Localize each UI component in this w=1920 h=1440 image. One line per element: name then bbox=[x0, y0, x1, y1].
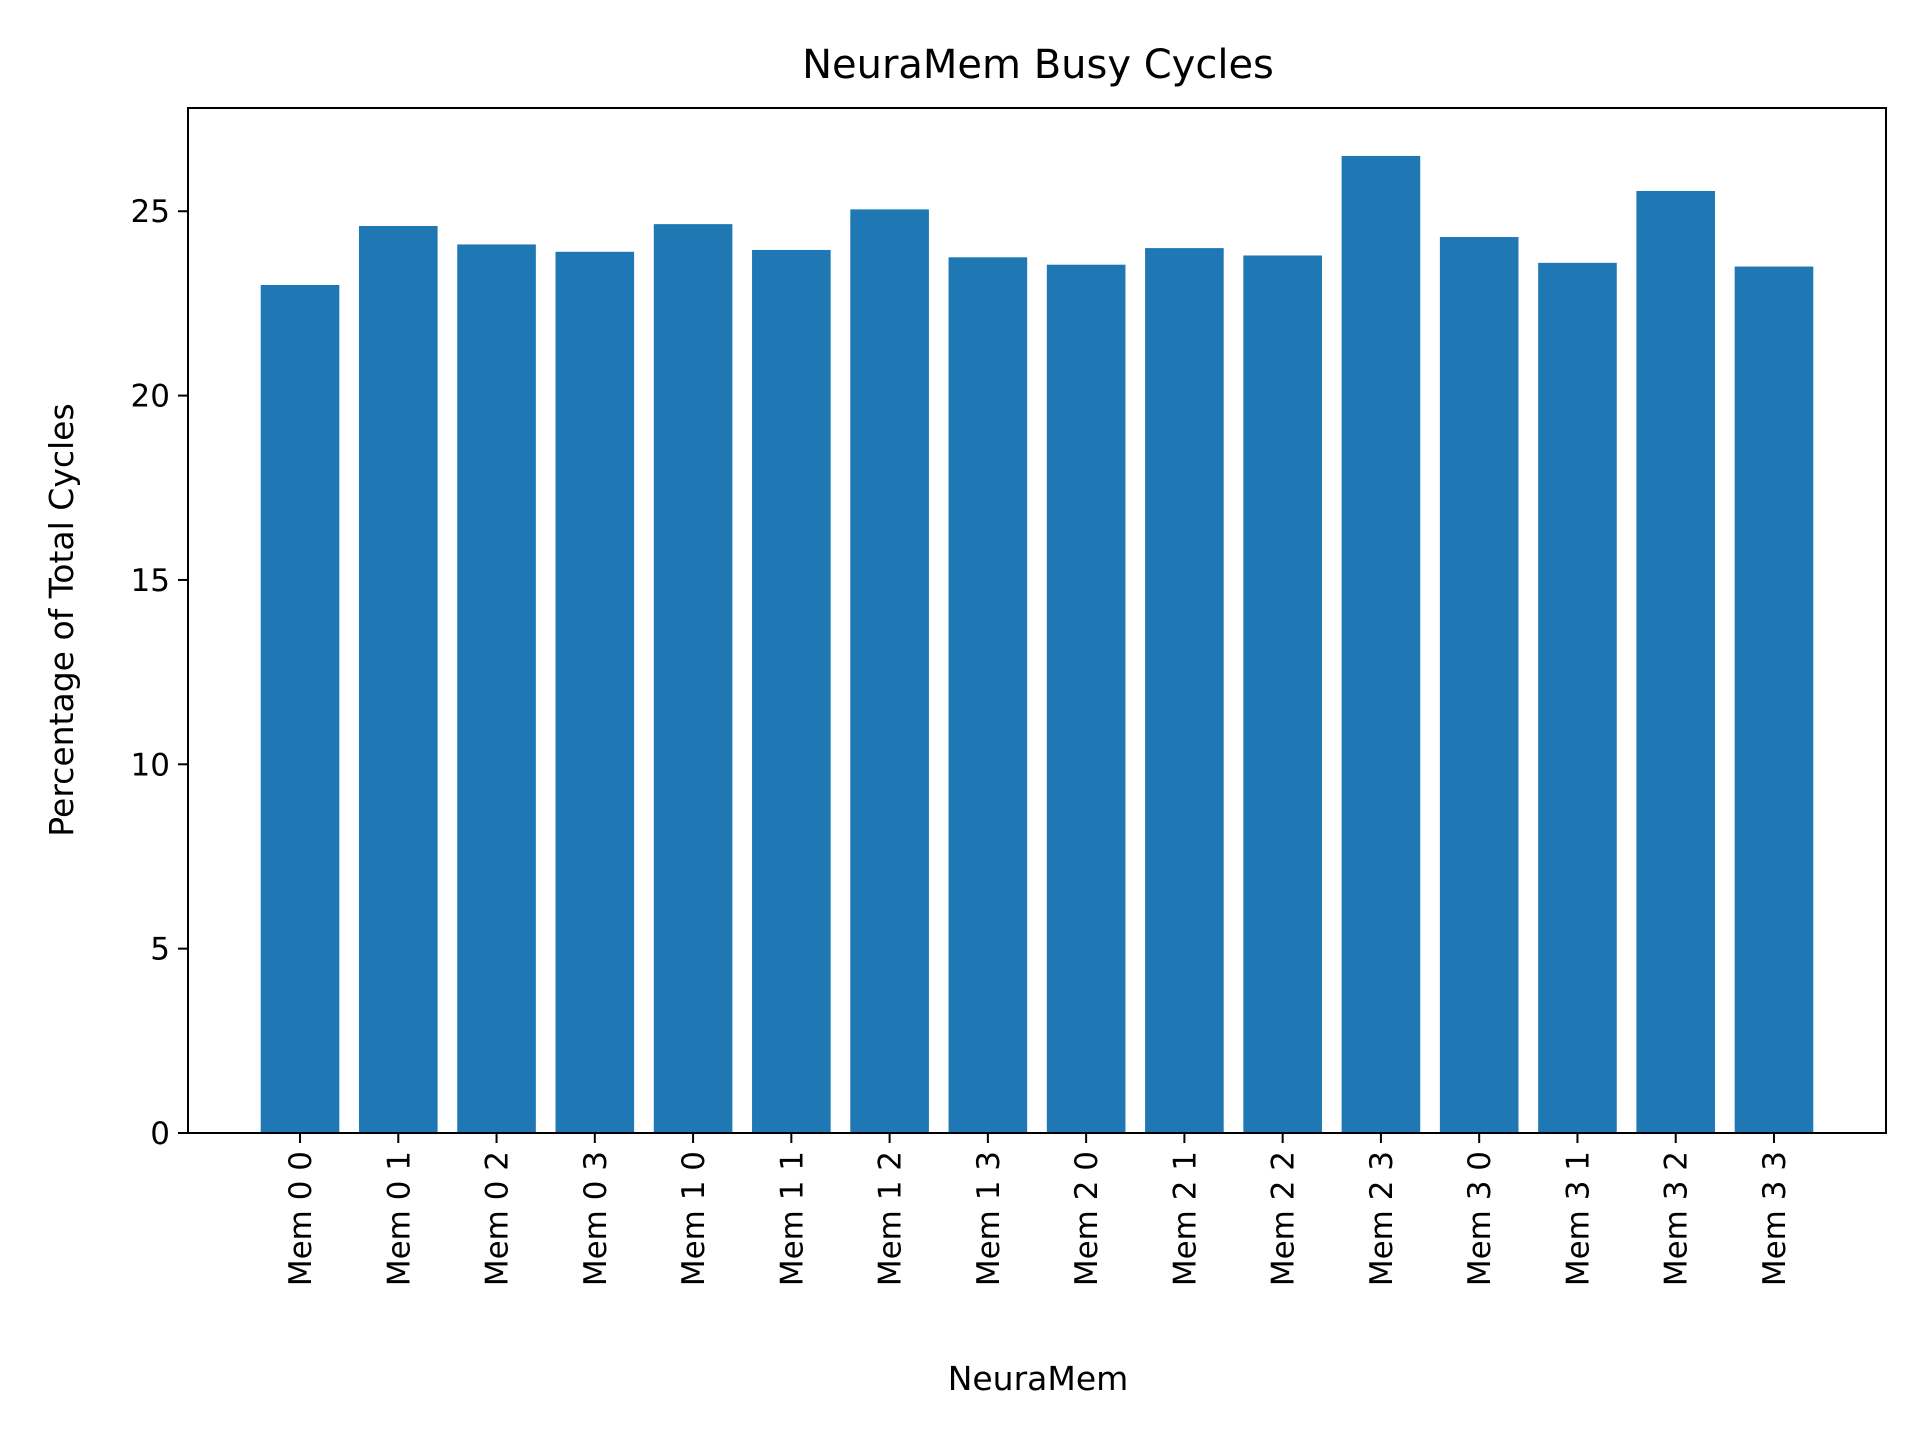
bar-mem-3-0 bbox=[1439, 237, 1519, 1134]
x-tick-label: Mem 1 3 bbox=[971, 1151, 1007, 1286]
x-tick-label: Mem 0 3 bbox=[578, 1151, 614, 1286]
bar-mem-0-3 bbox=[555, 251, 635, 1133]
bars-group bbox=[260, 155, 1814, 1134]
bar-mem-1-2 bbox=[850, 209, 929, 1133]
x-tick-label: Mem 2 0 bbox=[1069, 1151, 1105, 1286]
bar-mem-0-0 bbox=[260, 284, 340, 1134]
y-tick-label: 5 bbox=[150, 932, 170, 968]
x-tick-label: Mem 1 0 bbox=[676, 1151, 712, 1286]
plot-frame bbox=[187, 107, 1887, 1134]
y-tick-label: 20 bbox=[131, 379, 170, 415]
y-tick-label: 15 bbox=[131, 563, 170, 599]
chart-title: NeuraMem Busy Cycles bbox=[802, 42, 1274, 88]
bar-mem-2-0 bbox=[1046, 264, 1126, 1133]
bar-mem-2-2 bbox=[1243, 255, 1322, 1134]
x-axis: Mem 0 0 Mem 0 1 Mem 0 2 Mem 0 3 Mem 1 0 Mem 1… bbox=[283, 1133, 1793, 1286]
bar-mem-3-2 bbox=[1636, 190, 1716, 1134]
bar-mem-0-2 bbox=[457, 244, 536, 1133]
y-tick-label: 0 bbox=[150, 1116, 170, 1152]
y-axis-label: Percentage of Total Cycles bbox=[42, 403, 81, 836]
x-axis-label: NeuraMem bbox=[948, 1359, 1129, 1398]
x-tick-label: Mem 0 2 bbox=[480, 1151, 516, 1286]
y-tick-label: 10 bbox=[131, 747, 170, 783]
x-tick-label: Mem 1 1 bbox=[774, 1151, 810, 1286]
bar-mem-1-3 bbox=[948, 257, 1028, 1133]
x-tick-label: Mem 2 3 bbox=[1364, 1151, 1400, 1286]
bar-mem-1-0 bbox=[653, 224, 733, 1133]
x-tick-label: Mem 2 2 bbox=[1266, 1151, 1302, 1286]
x-tick-label: Mem 0 0 bbox=[283, 1151, 319, 1286]
bar-mem-1-1 bbox=[752, 249, 831, 1134]
y-tick-label: 25 bbox=[131, 194, 170, 230]
x-tick-label: Mem 0 1 bbox=[381, 1151, 417, 1286]
bar-mem-3-1 bbox=[1538, 262, 1617, 1134]
bar-mem-2-1 bbox=[1145, 248, 1224, 1133]
y-axis: 0 5 10 15 20 25 bbox=[131, 194, 188, 1152]
x-tick-label: Mem 3 2 bbox=[1659, 1151, 1695, 1286]
x-tick-label: Mem 3 1 bbox=[1560, 1151, 1596, 1286]
x-tick-label: Mem 3 0 bbox=[1462, 1151, 1498, 1286]
x-tick-label: Mem 1 2 bbox=[873, 1151, 909, 1286]
x-tick-label: Mem 3 3 bbox=[1757, 1151, 1793, 1286]
bar-mem-0-1 bbox=[358, 225, 438, 1134]
x-tick-label: Mem 2 1 bbox=[1167, 1151, 1203, 1286]
bar-mem-2-3 bbox=[1341, 155, 1421, 1134]
bar-mem-3-3 bbox=[1734, 266, 1814, 1133]
